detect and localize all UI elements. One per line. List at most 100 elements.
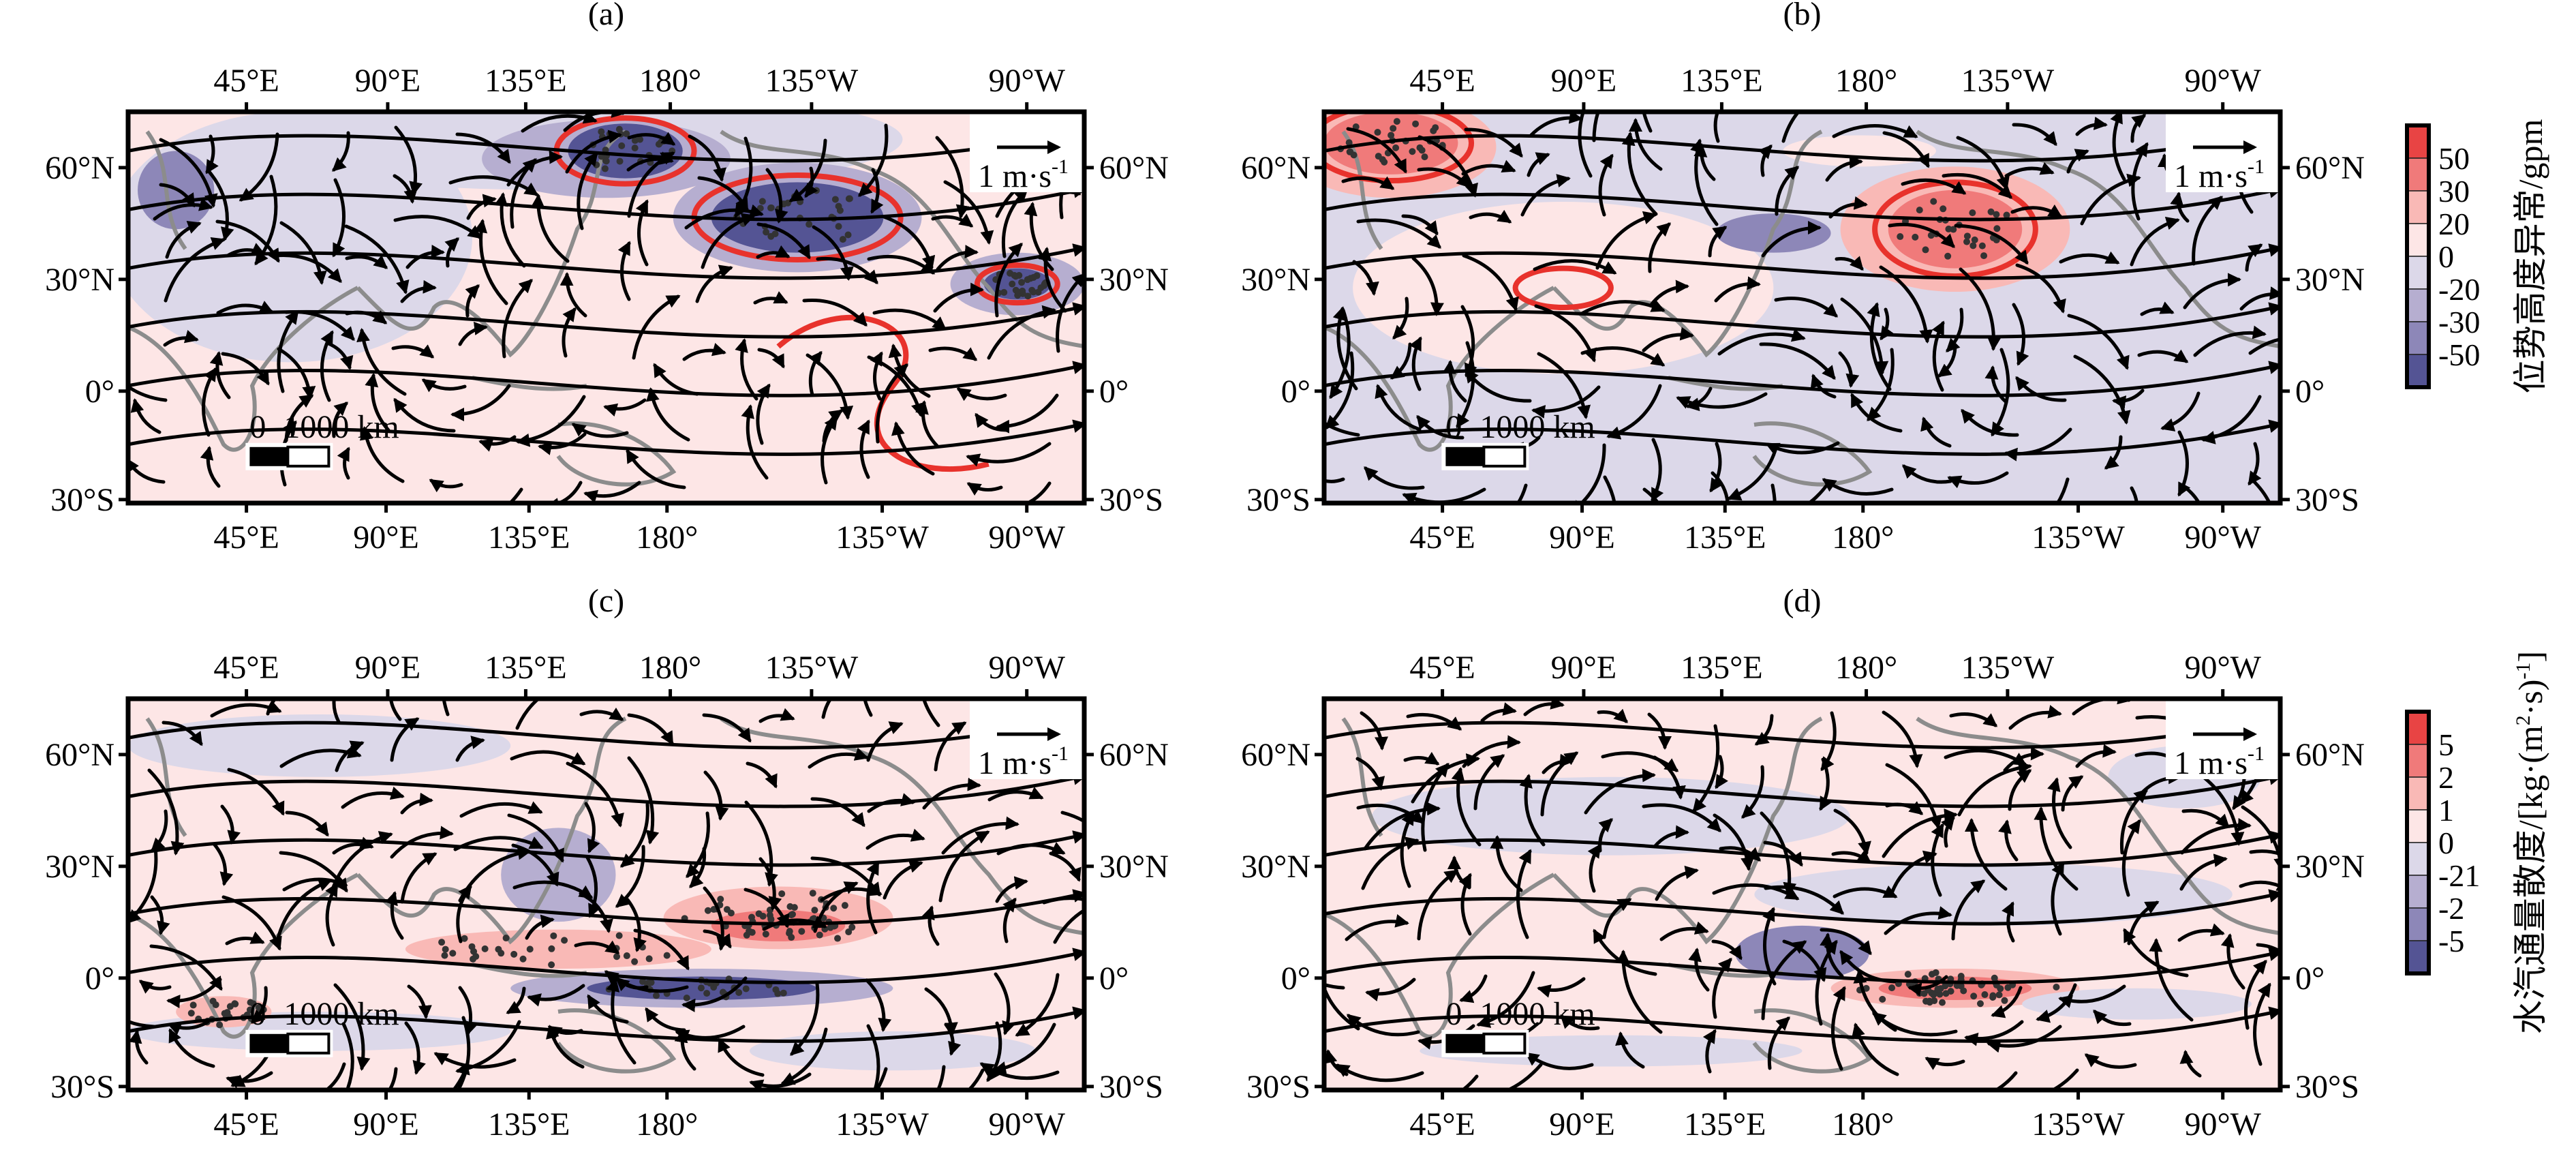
stipple-dot xyxy=(1995,991,2003,999)
streamline xyxy=(1465,368,1532,403)
streamline xyxy=(935,136,970,219)
streamline xyxy=(2051,861,2065,936)
streamline xyxy=(1451,767,1482,847)
streamline xyxy=(421,378,467,393)
stipple-dot xyxy=(767,916,775,923)
stipple-dot xyxy=(786,929,793,937)
streamline xyxy=(1480,702,1517,723)
streamline xyxy=(150,895,170,935)
streamline xyxy=(682,343,726,361)
streamline xyxy=(226,1071,273,1089)
streamline xyxy=(941,816,1019,855)
lat-tick-label-left: 60°N xyxy=(45,150,114,186)
lon-tick-label-bottom: 135°W xyxy=(2031,519,2125,556)
streamline xyxy=(1533,259,1617,275)
colorbar-swatch xyxy=(2406,321,2429,355)
stipple-dot xyxy=(616,157,624,165)
stipple-dot xyxy=(845,928,853,936)
lon-tick-label-top: 90°E xyxy=(355,63,421,99)
streamline xyxy=(2239,286,2280,311)
stipple-dot xyxy=(719,988,726,996)
coastline xyxy=(1916,716,2280,935)
stipple-dot xyxy=(623,952,630,960)
stipple-dot xyxy=(187,1010,195,1017)
stipple-dot xyxy=(502,935,510,942)
streamline xyxy=(2183,273,2241,309)
lat-tick-label-right: 0° xyxy=(1099,960,1129,997)
streamline xyxy=(1642,112,1653,133)
stipple-dot xyxy=(735,988,743,996)
colorbar-tick-label: -2 xyxy=(2438,891,2464,926)
streamline xyxy=(200,446,221,488)
coastline xyxy=(128,286,359,452)
streamline xyxy=(502,279,533,359)
streamline xyxy=(992,1023,1056,1075)
streamline xyxy=(515,699,542,730)
lon-tick-label-bottom: 135°E xyxy=(488,1106,570,1143)
streamline xyxy=(1356,218,1441,249)
stipple-dot xyxy=(758,198,766,205)
scale-bar-label: 1000 km xyxy=(283,409,399,445)
stipple-dot xyxy=(839,236,846,243)
streamline xyxy=(128,846,158,924)
streamline xyxy=(1324,982,1345,990)
streamline xyxy=(275,878,333,943)
stipple-dot xyxy=(550,932,557,939)
vector-legend-label: 1 m·s-1 xyxy=(2174,742,2265,781)
stipple-dot xyxy=(637,136,644,143)
streamline xyxy=(1838,351,1860,388)
streamline xyxy=(565,130,622,174)
lon-tick-label-top: 90°E xyxy=(1551,63,1617,99)
streamline xyxy=(1690,138,1719,226)
lon-tick-label-bottom: 180° xyxy=(636,519,698,556)
colorbar-tick-label: -5 xyxy=(2438,924,2464,958)
streamline xyxy=(442,699,450,716)
lon-tick-label-bottom: 135°W xyxy=(2031,1106,2125,1143)
streamline xyxy=(579,707,624,721)
streamline xyxy=(703,770,729,821)
stipple-dot xyxy=(727,909,735,917)
streamline xyxy=(433,1052,517,1069)
streamline xyxy=(1421,762,1450,852)
streamline xyxy=(1409,336,1422,391)
streamline xyxy=(365,373,390,432)
lat-tick-label-left: 60°N xyxy=(1241,150,1310,186)
streamline xyxy=(282,874,348,892)
scale-bar: 0 1000 km xyxy=(245,409,399,470)
streamline xyxy=(2073,354,2131,425)
lon-tick-label-bottom: 90°W xyxy=(988,519,1065,556)
streamline xyxy=(702,713,752,743)
streamline xyxy=(689,847,707,888)
streamline xyxy=(2047,777,2072,849)
streamline xyxy=(393,397,456,433)
streamline xyxy=(1529,112,1583,137)
stipple-dot xyxy=(1947,988,1954,995)
streamline xyxy=(749,1072,812,1090)
streamline xyxy=(1355,757,1385,791)
stipple-dot xyxy=(788,911,795,919)
colorbar-swatch xyxy=(2406,940,2429,974)
streamline xyxy=(2140,301,2175,316)
streamline xyxy=(1655,865,1699,901)
streamline xyxy=(2177,430,2191,497)
streamline xyxy=(1325,351,1355,429)
lat-tick-label-left: 30°N xyxy=(45,262,114,298)
stipple-dot xyxy=(1393,118,1400,125)
anomaly-shading xyxy=(2022,988,2252,1020)
streamline xyxy=(627,132,676,146)
streamline xyxy=(559,272,587,318)
stipple-dot xyxy=(631,145,639,152)
streamline xyxy=(1473,754,1505,811)
streamline xyxy=(220,804,241,845)
stipple-dot xyxy=(613,953,621,960)
streamline xyxy=(1764,885,1844,915)
streamline xyxy=(1717,329,1806,356)
streamline xyxy=(168,1028,215,1068)
stipple-dot xyxy=(461,935,468,942)
streamline xyxy=(1648,222,1671,273)
streamline xyxy=(2110,112,2126,181)
coastline xyxy=(720,130,1084,348)
streamline xyxy=(1925,1057,1965,1070)
lat-tick-label-right: 60°N xyxy=(1099,150,1169,186)
